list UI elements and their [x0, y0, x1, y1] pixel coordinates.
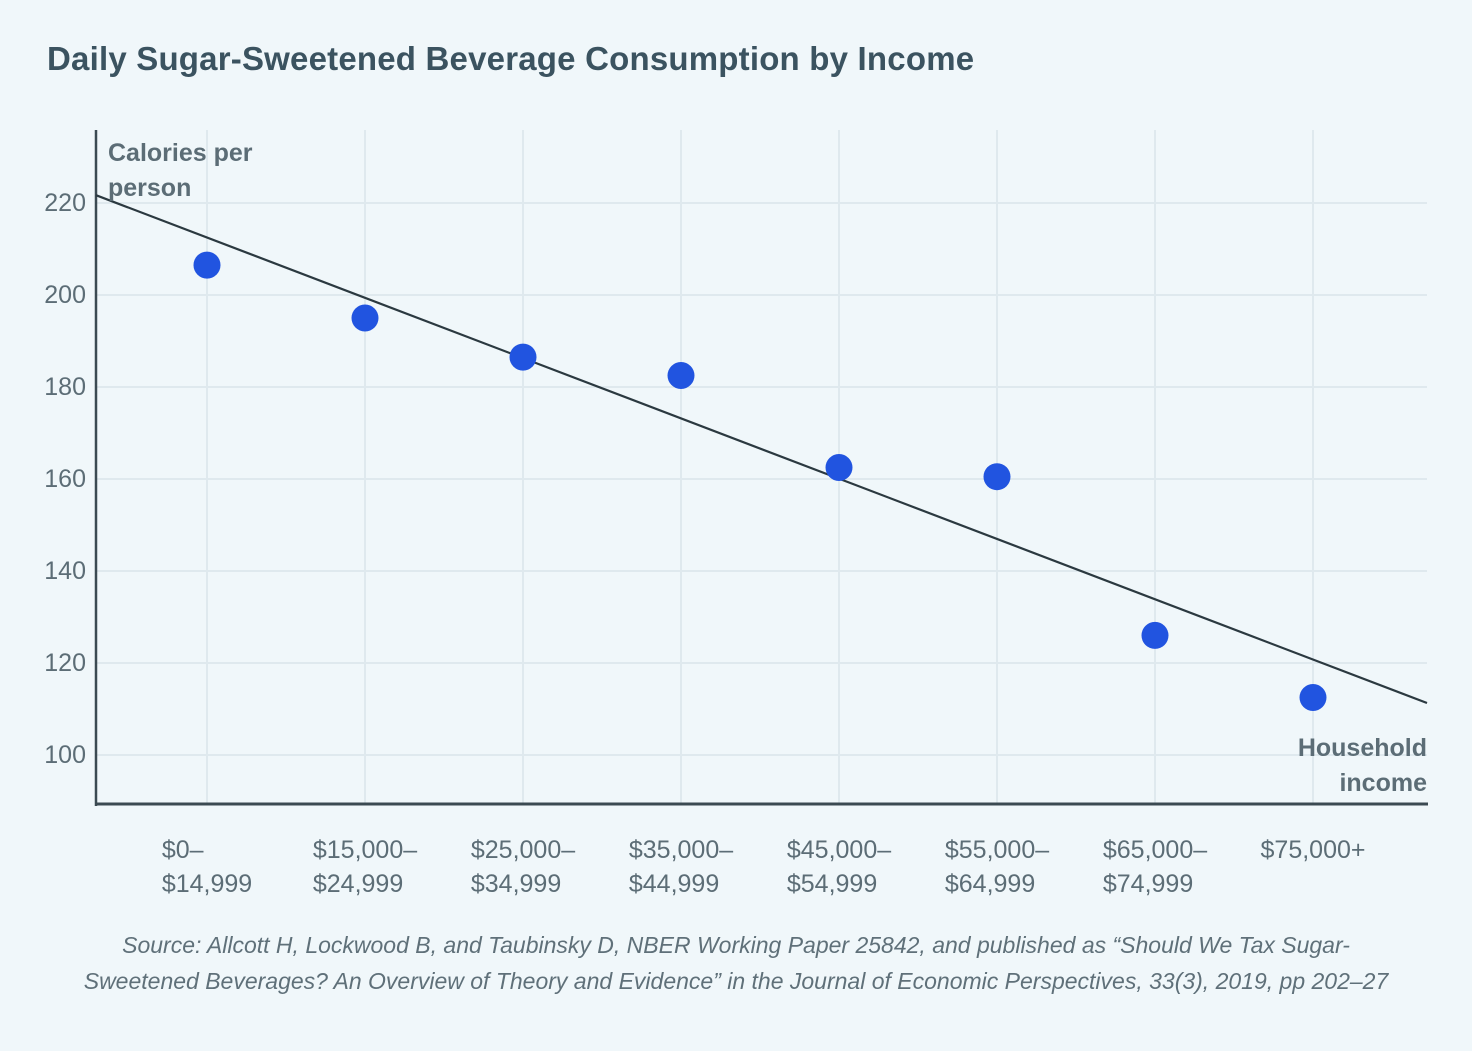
- y-axis-title-line2: person: [108, 174, 192, 202]
- source-line1: Source: Allcott H, Lockwood B, and Taubi…: [122, 932, 1350, 958]
- x-axis-title-line1: Household: [1297, 734, 1427, 762]
- x-category-label: $35,000– $44,999: [629, 833, 733, 901]
- x-category-label-line: $15,000–: [312, 836, 418, 864]
- x-category-label-line: $34,999: [470, 870, 562, 898]
- data-point: [193, 251, 221, 279]
- x-category-label-line: $0–: [161, 836, 204, 864]
- x-category-label-line: $14,999: [161, 870, 253, 898]
- y-axis-title-line1: Calories per: [108, 139, 253, 167]
- x-category-label: $65,000– $74,999: [1103, 833, 1207, 901]
- x-category-label-line: $74,999: [1102, 870, 1194, 898]
- x-category-label-line: $65,000–: [1102, 836, 1208, 864]
- data-point: [983, 463, 1011, 491]
- data-point: [667, 362, 695, 389]
- source-line2: Sweetened Beverages? An Overview of Theo…: [83, 968, 1389, 994]
- y-tick-label: 140: [44, 557, 86, 585]
- y-tick-label: 160: [44, 465, 86, 493]
- x-category-label: $0– $14,999: [162, 833, 252, 901]
- y-tick-label: 200: [44, 281, 86, 309]
- y-tick-label: 220: [44, 189, 86, 217]
- x-axis-title: Household income: [1298, 731, 1427, 801]
- x-category-label-line: $35,000–: [628, 836, 734, 864]
- data-point: [1141, 621, 1169, 649]
- data-point: [509, 343, 537, 371]
- x-category-label: $75,000+: [1261, 833, 1366, 867]
- x-category-label: $55,000– $64,999: [945, 833, 1049, 901]
- x-category-label-line: $55,000–: [944, 836, 1050, 864]
- data-point: [351, 304, 379, 332]
- x-category-label: $25,000– $34,999: [471, 833, 575, 901]
- y-tick-label: 180: [44, 373, 86, 401]
- source-citation: Source: Allcott H, Lockwood B, and Taubi…: [40, 927, 1432, 999]
- x-category-label-line: $64,999: [944, 870, 1036, 898]
- x-category-label-line: $54,999: [786, 870, 878, 898]
- chart-title: Daily Sugar-Sweetened Beverage Consumpti…: [47, 40, 975, 77]
- y-tick-label: 100: [44, 741, 86, 769]
- trend-line: [95, 194, 1428, 705]
- x-category-label: $15,000– $24,999: [313, 833, 417, 901]
- data-point: [825, 454, 853, 481]
- x-axis-title-line2: income: [1339, 769, 1427, 797]
- y-axis-title: Calories per person: [108, 136, 253, 206]
- y-tick-label: 120: [44, 649, 86, 677]
- x-category-label-line: $25,000–: [470, 836, 576, 864]
- data-point: [1299, 684, 1327, 711]
- x-category-label-line: $24,999: [312, 870, 404, 898]
- x-category-label-line: $45,000–: [786, 836, 892, 864]
- x-category-label-line: $75,000+: [1260, 836, 1366, 864]
- x-category-label: $45,000– $54,999: [787, 833, 891, 901]
- x-category-label-line: $44,999: [628, 870, 720, 898]
